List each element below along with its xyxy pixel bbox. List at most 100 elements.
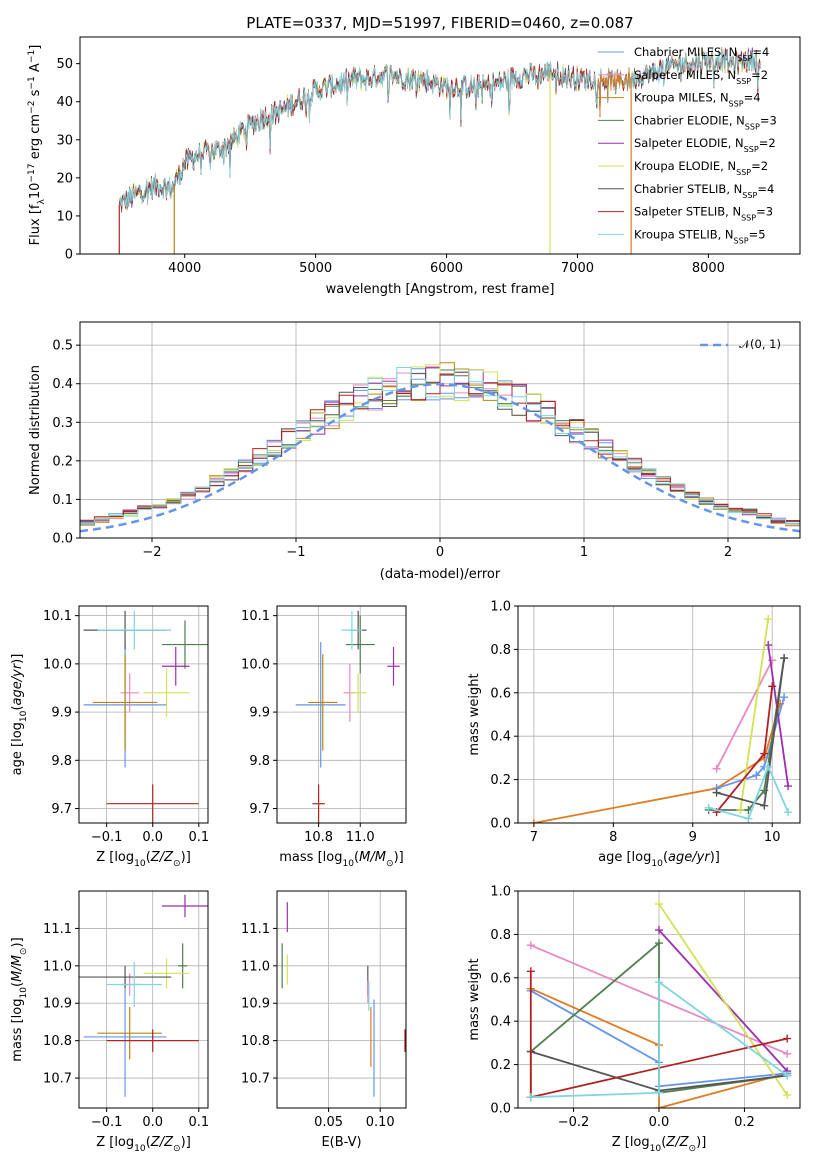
axes-frame: [78, 605, 209, 824]
y-tick-label: 9.7: [51, 802, 72, 817]
y-tick-label: 10.1: [241, 609, 270, 624]
weight-marker: [655, 1088, 663, 1097]
x-tick-label: −0.1: [91, 830, 123, 845]
axes-frame: [276, 890, 407, 1109]
weight-vs-age-panel: 7 8 9 10 0.0 0.2 0.4 0.6 0.8 1.0 age [log10(age/yr…: [467, 600, 801, 869]
weight-marker: [764, 641, 773, 650]
x-tick-label: 4000: [168, 261, 201, 276]
plot-area: [529, 615, 793, 823]
x-tick-label: 7000: [561, 261, 594, 276]
x-axis-label: Z [log10(Z/Z⊙)]: [612, 1135, 707, 1154]
weight-line: [658, 903, 788, 1096]
weight-vs-z-panel: −0.2 0.0 0.2 0.0 0.2 0.4 0.6 0.8 1.0 Z [log10(Z/Z…: [467, 885, 801, 1154]
y-tick-label: 0.6: [490, 686, 511, 701]
y-tick-label: 10.8: [43, 1034, 72, 1049]
y-tick-label: 10: [56, 209, 73, 224]
x-tick-label: −2: [142, 545, 161, 560]
y-tick-label: 1.0: [490, 600, 511, 615]
y-axis-label: Flux [fλ10−17 erg cm−2 s−1 A−1]: [27, 45, 47, 246]
x-axis-label: Z [log10(Z/Z⊙)]: [96, 850, 191, 869]
y-tick-label: 11.1: [241, 922, 270, 937]
y-tick-label: 0: [65, 248, 73, 263]
weight-marker: [760, 749, 769, 758]
legend-entry: Kroupa ELODIE, NSSP=2: [634, 159, 768, 177]
plot-area: [295, 610, 400, 823]
x-tick-label: 0.1: [188, 1115, 209, 1130]
x-tick-label: 0.2: [734, 1115, 755, 1130]
y-tick-label: 10.0: [43, 657, 72, 672]
mass-vs-ebv-panel: 0.05 0.10 10.7 10.8 10.9 11.0 11.1 E(B-V): [241, 890, 407, 1150]
y-tick-label: 1.0: [490, 885, 511, 900]
weight-marker: [655, 900, 663, 909]
x-tick-label: 0.10: [366, 1115, 395, 1130]
weight-marker: [526, 1093, 535, 1102]
legend-entry: Kroupa STELIB, NSSP=5: [634, 227, 766, 245]
x-tick-label: 11.0: [346, 830, 375, 845]
y-tick-label: 0.1: [52, 493, 73, 508]
y-tick-label: 9.7: [249, 802, 270, 817]
x-tick-label: 10.8: [304, 830, 333, 845]
y-tick-label: 0.6: [490, 971, 511, 986]
x-tick-label: 0.0: [649, 1115, 670, 1130]
spectrum-panel: 4000 5000 6000 7000 8000 0 10 20 30 40 50 wavelengt…: [27, 36, 801, 297]
weight-line: [530, 980, 788, 1099]
y-axis-label: Normed distribution: [28, 365, 43, 495]
y-tick-label: 9.8: [249, 754, 270, 769]
y-tick-label: 9.9: [249, 706, 270, 721]
y-tick-label: 9.8: [51, 754, 72, 769]
legend: Chabrier MILES, NSSP=4 Salpeter MILES, NS…: [598, 45, 777, 245]
weight-marker: [784, 808, 793, 817]
y-tick-label: 30: [56, 133, 73, 148]
weight-line: [767, 644, 789, 787]
weight-marker: [655, 1104, 663, 1108]
weight-marker: [655, 939, 663, 948]
x-axis-label: mass [log10(M/M⊙)]: [279, 850, 403, 869]
x-tick-label: 8000: [692, 261, 725, 276]
axes-frame: [78, 890, 209, 1109]
mass-vs-z-panel: −0.1 0.0 0.1 10.7 10.8 10.9 11.0 11.1 Z [log10(Z…: [10, 890, 209, 1154]
plot-area: [79, 894, 208, 1097]
y-tick-label: 11.0: [241, 959, 270, 974]
x-axis-label: E(B-V): [321, 1135, 361, 1150]
x-tick-label: 6000: [430, 261, 463, 276]
x-tick-label: 2: [724, 545, 732, 560]
spectrum-line: [597, 67, 631, 116]
x-axis-label: age [log10(age/yr)]: [598, 850, 720, 869]
x-tick-label: −1: [286, 545, 305, 560]
x-tick-label: 8: [609, 830, 617, 845]
weight-line: [708, 764, 789, 820]
y-tick-label: 0.2: [52, 454, 73, 469]
weight-line: [533, 703, 781, 823]
y-tick-label: 0.4: [52, 377, 73, 392]
legend-entry: Salpeter MILES, NSSP=2: [634, 68, 768, 86]
plot-area: [118, 46, 761, 254]
x-tick-label: 0.0: [142, 1115, 163, 1130]
y-tick-label: 0.8: [490, 643, 511, 658]
y-tick-label: 0.0: [490, 817, 511, 832]
main-title: PLATE=0337, MJD=51997, FIBERID=0460, z=0…: [246, 14, 633, 32]
y-axis-label: age [log10(age/yr)]: [10, 654, 29, 776]
weight-marker: [764, 762, 773, 771]
y-tick-label: 10.1: [43, 609, 72, 624]
y-axis-label: mass weight: [467, 958, 482, 1040]
x-axis-label: wavelength [Angstrom, rest frame]: [326, 282, 555, 297]
y-tick-label: 10.0: [241, 657, 270, 672]
x-tick-label: −0.2: [558, 1115, 590, 1130]
y-tick-label: 0.2: [490, 1058, 511, 1073]
y-tick-label: 40: [56, 95, 73, 110]
weight-marker: [736, 805, 745, 814]
weight-marker: [704, 803, 713, 812]
legend-entry: Salpeter ELODIE, NSSP=2: [634, 136, 776, 154]
plot-area: [281, 902, 406, 1097]
plot-area: [83, 610, 208, 823]
legend-entry: 𝒩(0, 1): [739, 337, 781, 351]
x-tick-label: 0: [436, 545, 444, 560]
weight-marker: [783, 1034, 792, 1043]
y-tick-label: 0.4: [490, 730, 511, 745]
x-tick-label: −0.1: [91, 1115, 123, 1130]
weight-marker: [780, 693, 789, 702]
weight-marker: [768, 682, 777, 691]
y-tick-label: 50: [56, 57, 73, 72]
weight-marker: [712, 764, 721, 773]
